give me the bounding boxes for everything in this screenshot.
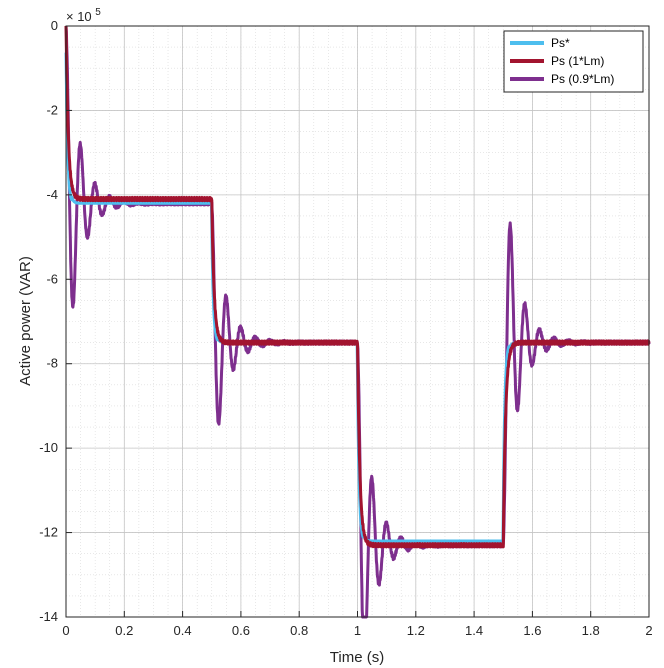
y-tick-label: -2 (46, 102, 58, 117)
series-line-1 (64, 25, 651, 549)
x-axis-ticks: 0 0.2 0.4 0.6 0.8 1 1.2 1.4 1.6 1.8 2 (62, 611, 653, 638)
x-tick-label: 0.2 (115, 623, 133, 638)
x-tick-label: 0 (62, 623, 69, 638)
y-tick-label: -14 (39, 609, 58, 624)
legend-entry-ps-09lm: Ps (0.9*Lm) (510, 72, 614, 86)
x-tick-label: 1 (354, 623, 361, 638)
y-tick-label: -6 (46, 271, 58, 286)
y-tick-label: -12 (39, 525, 58, 540)
y-tick-label: -10 (39, 440, 58, 455)
legend: Ps* Ps (1*Lm) Ps (0.9*Lm) (503, 30, 644, 93)
x-axis-label: Time (s) (330, 649, 384, 666)
legend-label: Ps (0.9*Lm) (551, 72, 614, 86)
exponent-power: 5 (95, 7, 101, 18)
y-axis-label: Active power (VAR) (17, 256, 34, 386)
x-tick-label: 1.6 (523, 623, 541, 638)
y-tick-label: -8 (46, 356, 58, 371)
y-axis-ticks: -14 -12 -10 -8 -6 -4 -2 0 (39, 18, 72, 624)
y-tick-label: 0 (51, 18, 58, 33)
x-tick-label: 1.4 (465, 623, 483, 638)
y-axis-exponent: × 10 5 (66, 7, 101, 24)
legend-label: Ps (1*Lm) (551, 54, 604, 68)
x-tick-label: 1.2 (407, 623, 425, 638)
exponent-base: × 10 (66, 9, 92, 24)
legend-entry-ps-1lm: Ps (1*Lm) (510, 54, 604, 68)
series-layer (64, 25, 651, 619)
x-tick-label: 0.6 (232, 623, 250, 638)
x-tick-label: 1.8 (582, 623, 600, 638)
x-tick-label: 0.4 (174, 623, 192, 638)
legend-entry-ps-ref: Ps* (510, 36, 570, 50)
y-tick-label: -4 (46, 187, 58, 202)
x-tick-label: 2 (645, 623, 652, 638)
x-tick-label: 0.8 (290, 623, 308, 638)
legend-label: Ps* (551, 36, 570, 50)
